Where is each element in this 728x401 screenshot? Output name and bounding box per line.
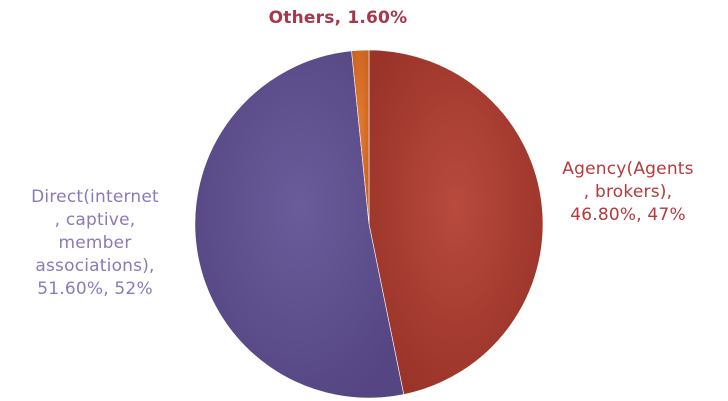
pie-slice-others — [351, 49, 370, 225]
pie-slice-direct — [194, 50, 405, 399]
slice-label-agency: Agency(Agents , brokers), 46.80%, 47% — [562, 159, 694, 225]
slice-label-direct: Direct(internet , captive, member associ… — [31, 187, 159, 299]
pie-slice-agency — [368, 49, 544, 395]
slice-label-others: Others, 1.60% — [268, 8, 408, 28]
